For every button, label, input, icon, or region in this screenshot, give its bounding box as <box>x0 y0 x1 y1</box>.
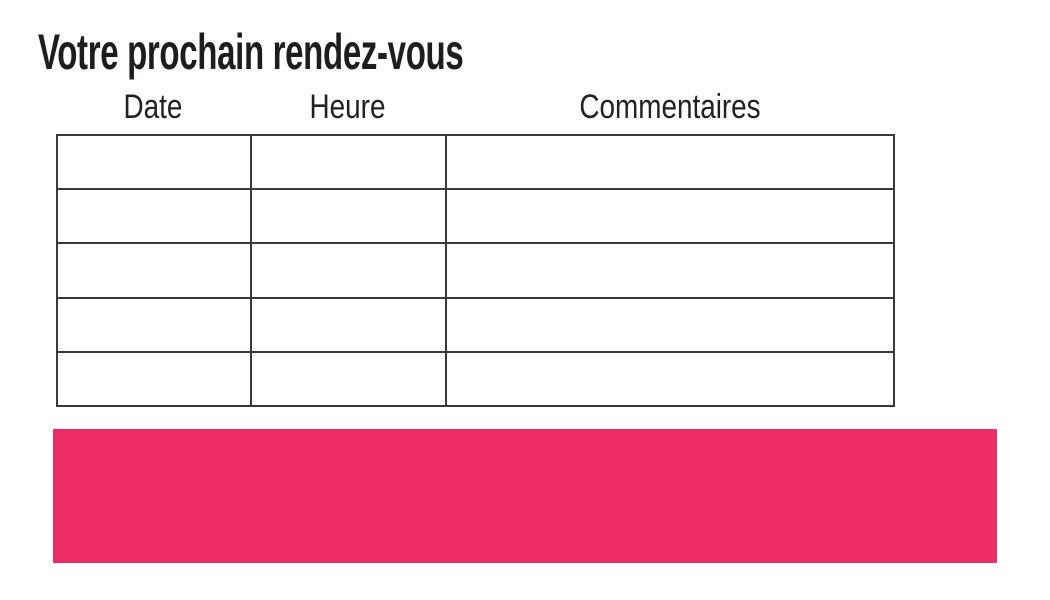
table-cell <box>56 133 252 191</box>
table-cell <box>56 296 252 353</box>
table-row <box>56 350 895 408</box>
table-cell <box>445 133 895 191</box>
table-row <box>56 133 895 191</box>
appointments-table-body <box>56 133 895 408</box>
table-row <box>56 296 895 353</box>
table-cell <box>445 296 895 353</box>
table-cell <box>56 350 252 408</box>
table-cell <box>250 133 447 191</box>
table-column-headers: Date Heure Commentaires <box>56 90 895 124</box>
highlight-banner <box>53 429 997 563</box>
table-row <box>56 242 895 299</box>
table-cell <box>445 350 895 408</box>
table-cell <box>445 242 895 299</box>
table-cell <box>56 188 252 245</box>
table-cell <box>250 242 447 299</box>
appointments-table <box>56 133 895 408</box>
table-cell <box>445 188 895 245</box>
table-cell <box>250 296 447 353</box>
page-title: Votre prochain rendez-vous <box>38 24 464 80</box>
column-header-commentaires: Commentaires <box>579 88 761 126</box>
table-cell <box>56 242 252 299</box>
table-cell <box>250 350 447 408</box>
column-header-heure: Heure <box>309 88 386 126</box>
column-header-date: Date <box>123 88 183 126</box>
table-row <box>56 188 895 245</box>
table-cell <box>250 188 447 245</box>
